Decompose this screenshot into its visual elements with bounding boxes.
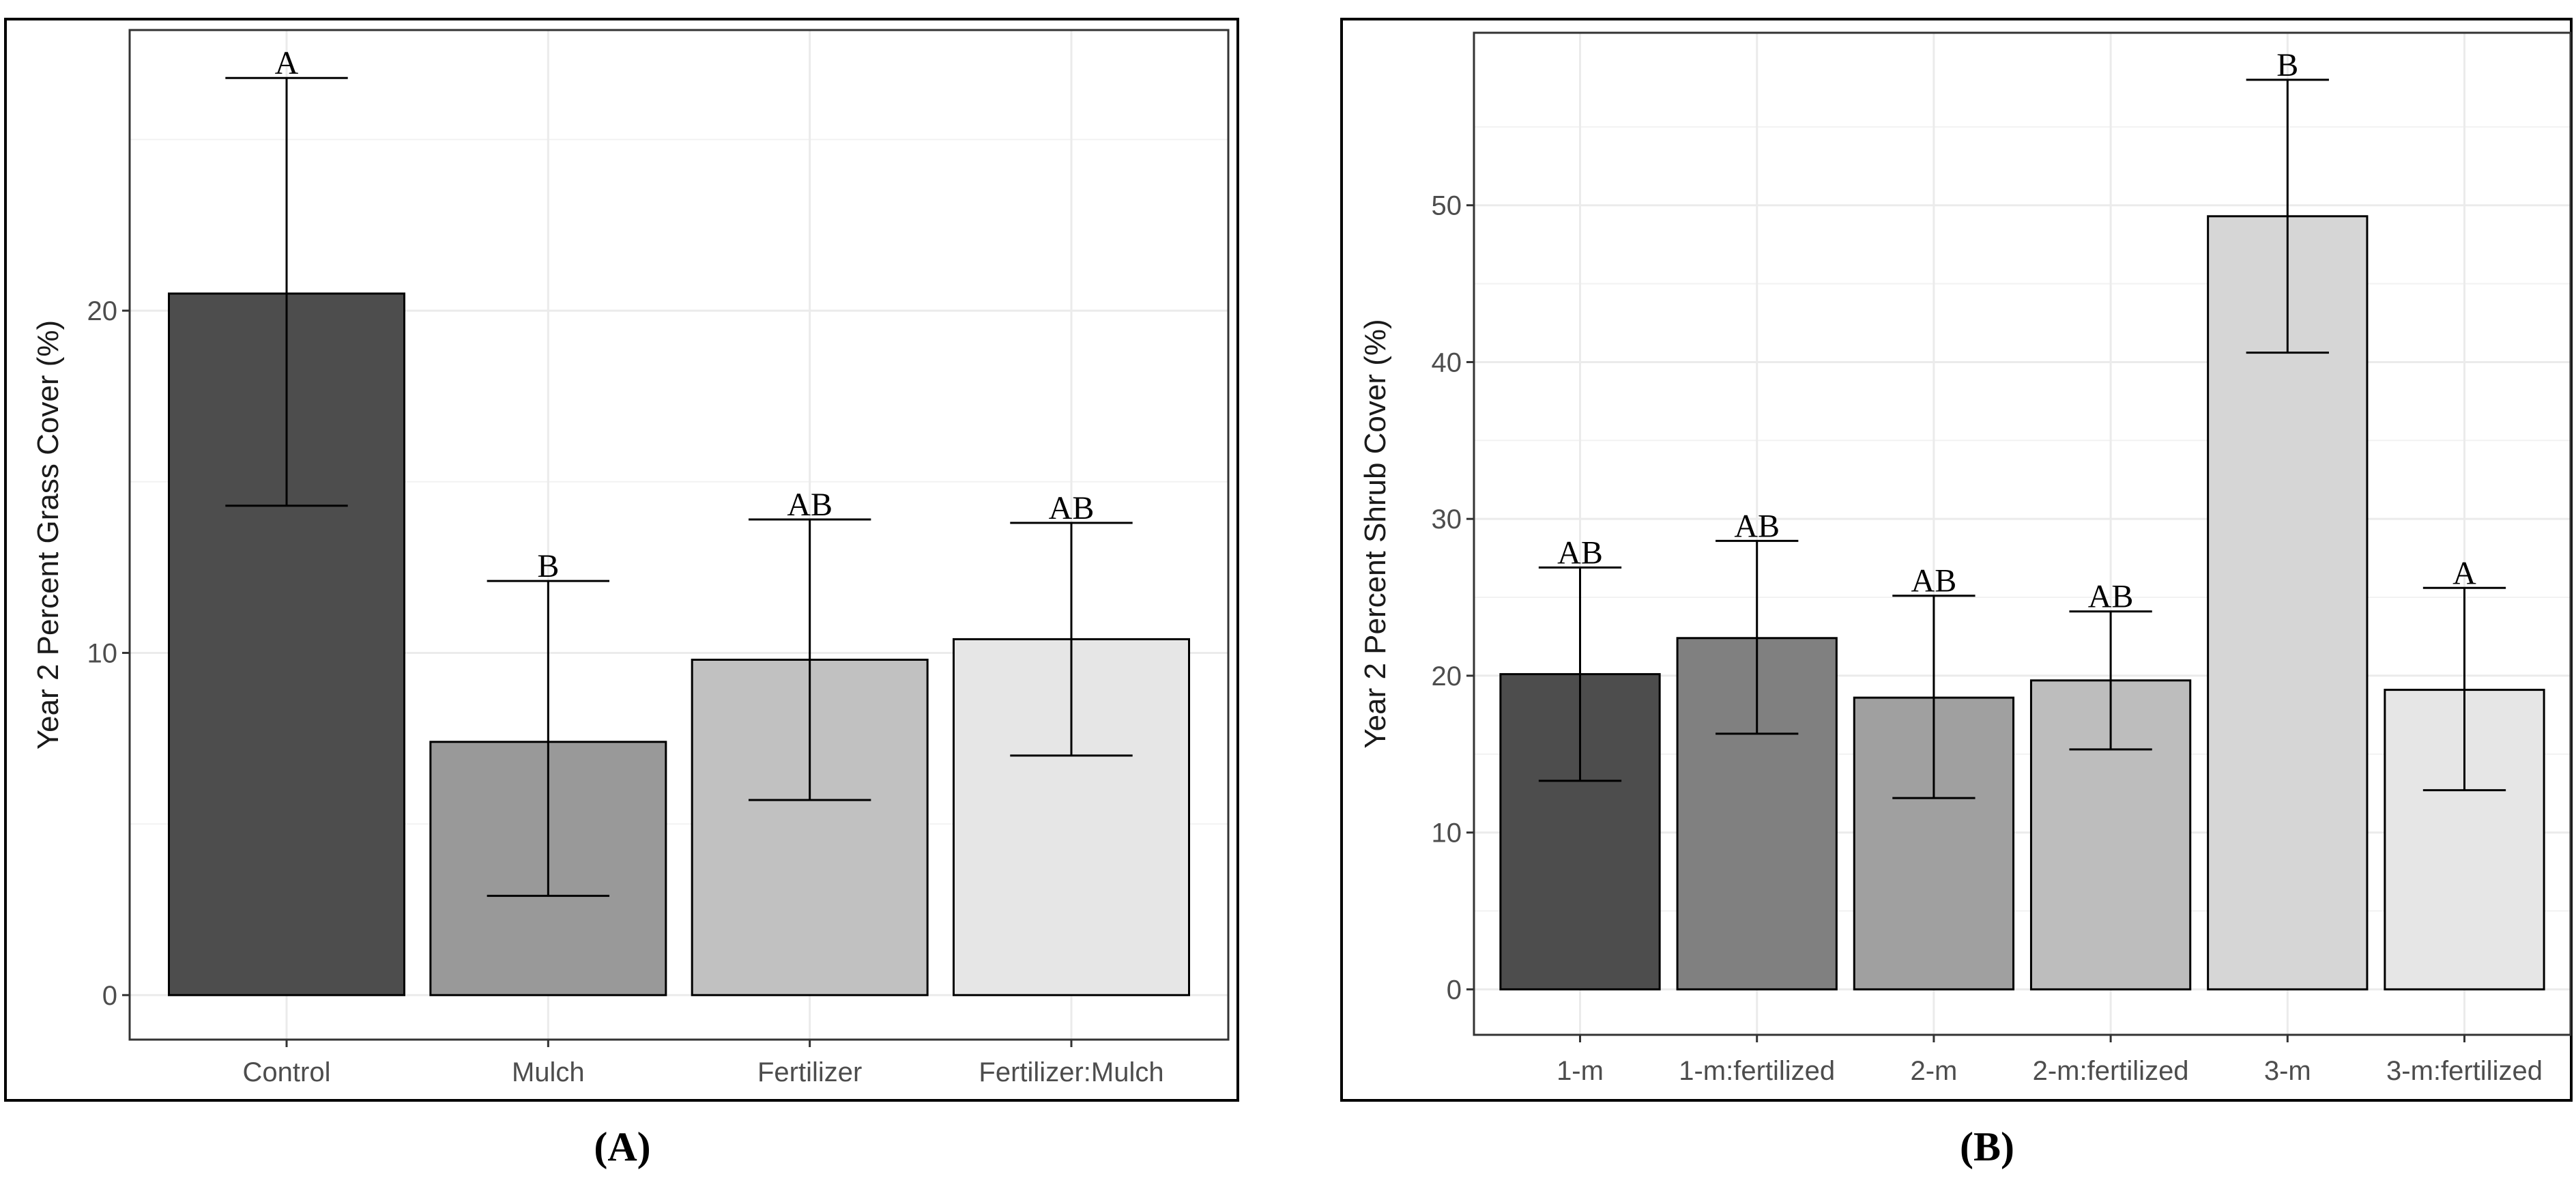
- error-bar-Control: [225, 76, 348, 507]
- x-tick-label: Control: [243, 1057, 331, 1087]
- y-tick-label: 10: [87, 638, 118, 668]
- panel-label: (B): [1960, 1124, 2014, 1169]
- y-tick-label: 0: [1447, 975, 1462, 1005]
- chart-panel-b: AB AB AB AB B A 0 10 20 30 40 50 1-m 1-m:fertilized 2-…: [1359, 31, 2572, 1086]
- error-bar-1-m:fertilized: [1716, 539, 1799, 735]
- significance-letter: A: [275, 45, 299, 81]
- significance-letter: B: [537, 548, 559, 584]
- significance-letter: B: [2276, 47, 2298, 83]
- x-tick-label: 1-m:fertilized: [1679, 1056, 1835, 1086]
- significance-letter: AB: [2088, 579, 2134, 615]
- significance-letter: AB: [1049, 490, 1095, 526]
- x-tick-label: Fertilizer: [757, 1057, 862, 1087]
- error-bar-2-m:fertilized: [2069, 610, 2152, 751]
- x-tick-label: 2-m:fertilized: [2033, 1056, 2189, 1086]
- error-bar-Fertilizer:Mulch: [1010, 522, 1133, 757]
- error-bar-Mulch: [487, 580, 610, 897]
- significance-letter: AB: [1557, 534, 1603, 571]
- bar-Fertilizer:Mulch: [953, 638, 1190, 997]
- error-bar-Fertilizer: [748, 518, 871, 801]
- error-bar-1-m: [1538, 566, 1622, 782]
- error-bar-3-m:fertilized: [2422, 586, 2506, 792]
- significance-letter: AB: [787, 487, 833, 523]
- y-axis-title: Year 2 Percent Shrub Cover (%): [1359, 319, 1392, 748]
- y-axis-title: Year 2 Percent Grass Cover (%): [31, 320, 65, 749]
- y-tick-label: 50: [1432, 191, 1462, 221]
- error-bar-2-m: [1892, 595, 1976, 799]
- plot-border: [1473, 31, 2572, 1036]
- x-tick-label: 3-m:fertilized: [2386, 1056, 2543, 1086]
- plot-border: [128, 29, 1230, 1041]
- y-tick-label: 0: [102, 981, 117, 1011]
- x-tick-label: 2-m: [1910, 1056, 1957, 1086]
- significance-letter: AB: [1911, 563, 1957, 599]
- y-tick-label: 10: [1432, 818, 1462, 848]
- significance-letter: A: [2452, 555, 2476, 591]
- x-tick-label: 1-m: [1557, 1056, 1604, 1086]
- x-tick-label: Mulch: [512, 1057, 585, 1087]
- panel-label: (A): [594, 1124, 650, 1169]
- error-bar-3-m: [2246, 78, 2329, 354]
- x-tick-label: Fertilizer:Mulch: [979, 1057, 1163, 1087]
- y-tick-label: 40: [1432, 347, 1462, 377]
- y-tick-label: 20: [87, 296, 118, 326]
- y-tick-label: 30: [1432, 504, 1462, 534]
- significance-letter: AB: [1734, 508, 1780, 544]
- y-tick-label: 20: [1432, 661, 1462, 691]
- x-tick-label: 3-m: [2264, 1056, 2311, 1086]
